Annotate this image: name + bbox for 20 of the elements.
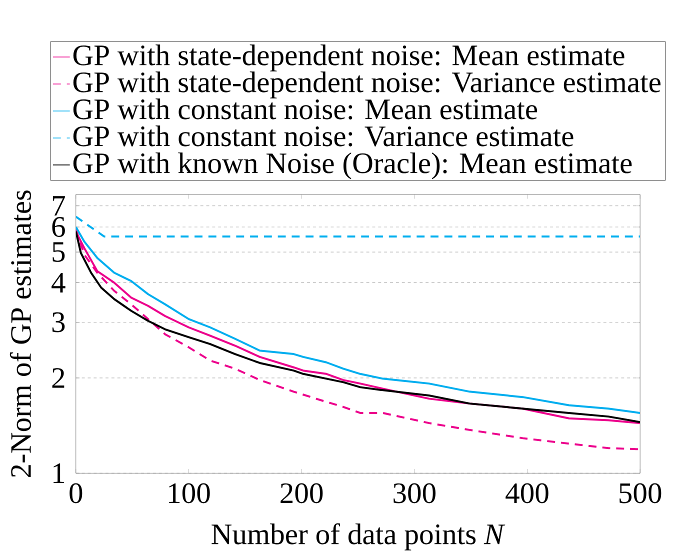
y-tick-label: 3 <box>52 312 65 332</box>
y-tick-label: 1 <box>54 463 64 483</box>
y-tick-label: 5 <box>52 242 65 262</box>
x-axis-title: Number of data points N <box>212 523 506 550</box>
x-tick-label: 300 <box>394 483 436 504</box>
y-tick-label: 4 <box>52 272 66 292</box>
x-tick-label: 500 <box>620 483 662 504</box>
y-tick-label: 7 <box>52 196 65 216</box>
legend-label: GP with state-dependent noise: Variance estimate <box>73 71 660 98</box>
x-tick-label: 200 <box>280 483 323 504</box>
x-tick-label: 400 <box>506 483 548 504</box>
x-tick-label: 100 <box>169 483 210 504</box>
legend-label: GP with state-dependent noise: Mean estimate <box>73 44 624 72</box>
y-axis-title: 2-Norm of GP estimates <box>10 190 32 477</box>
y-tick-label: 6 <box>52 216 65 237</box>
legend-label: GP with constant noise: Variance estimate <box>73 125 574 146</box>
legend-label: GP with known Noise (Oracle): Mean estimate <box>73 152 632 180</box>
legend-label: GP with constant noise: Mean estimate <box>73 98 538 120</box>
x-tick-label: 0 <box>70 483 82 504</box>
y-tick-label: 2 <box>52 368 64 388</box>
